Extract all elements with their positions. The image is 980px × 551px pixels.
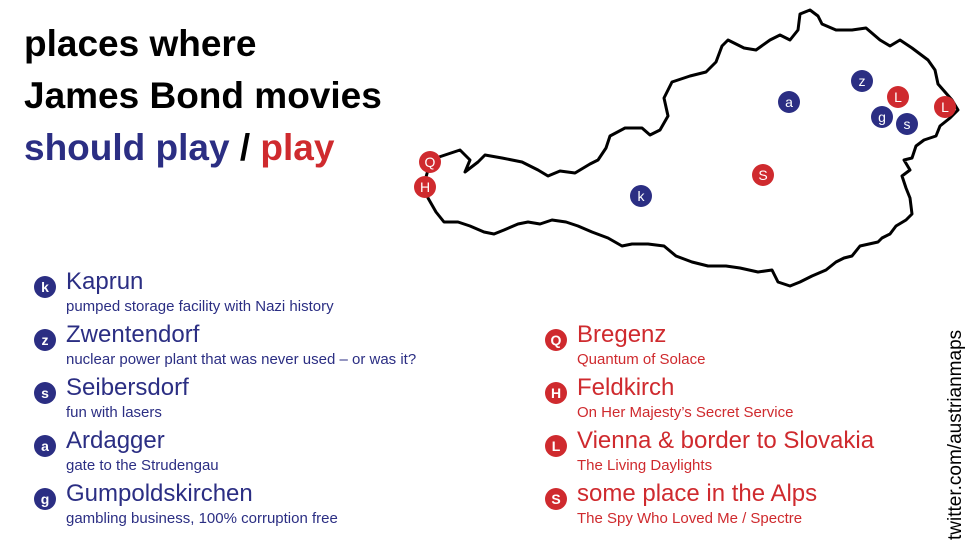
map-marker-circle [851,70,873,92]
legend-badge: k [34,276,56,298]
map-marker-s-3: s [896,113,918,135]
legend-place-name: Ardagger [66,427,165,454]
map-marker-label: S [758,167,767,183]
map-marker-circle [896,113,918,135]
legend-badge: Q [545,329,567,351]
legend-description: nuclear power plant that was never used … [66,351,417,368]
map-marker-label: Q [425,154,436,170]
legend-badge: a [34,435,56,457]
title-line-2: James Bond movies [24,75,382,116]
legend-badge: S [545,488,567,510]
legend-badge: s [34,382,56,404]
legend-place-name: Vienna & border to Slovakia [577,427,875,454]
legend-description: On Her Majesty’s Secret Service [577,404,794,421]
title-play: play [260,127,335,168]
map-marker-circle [630,185,652,207]
map-marker-a-1: a [778,91,800,113]
map-marker-circle [778,91,800,113]
title-should-play: should play [24,127,230,168]
legend-place-name: Zwentendorf [66,321,200,348]
title-line-1: places where [24,23,257,64]
map-marker-label: z [859,73,866,89]
map-marker-circle [934,96,956,118]
map-marker-circle [887,86,909,108]
legend-badge: H [545,382,567,404]
legend-place-name: Bregenz [577,321,667,348]
legend-description: fun with lasers [66,404,162,421]
legend-place-name: some place in the Alps [577,480,818,507]
legend-badge: z [34,329,56,351]
legend-badge: g [34,488,56,510]
map-marker-label: L [941,99,949,115]
title-separator: / [239,127,251,168]
map-marker-g-2: g [871,106,893,128]
map-marker-l-6: L [934,96,956,118]
map-marker-z-0: z [851,70,873,92]
legend-place-name: Gumpoldskirchen [66,480,253,507]
map-marker-label: k [638,188,646,204]
legend-place-name: Feldkirch [577,374,675,401]
map-marker-circle [414,176,436,198]
credit: twitter.com/austrianmaps [945,329,966,540]
map-marker-circle [419,151,441,173]
legend-badge: L [545,435,567,457]
map-marker-k-4: k [630,185,652,207]
map-marker-label: s [904,116,911,132]
map-marker-q-7: Q [419,151,441,173]
austria-outline [422,8,960,288]
legend-description: Quantum of Solace [577,351,706,368]
marker-layer: z a g s k L L QH S [414,70,956,207]
map-marker-circle [752,164,774,186]
legend-description: gate to the Strudengau [66,457,219,474]
map-marker-label: H [420,179,430,195]
legend-description: pumped storage facility with Nazi histor… [66,298,334,315]
legend-description: The Spy Who Loved Me / Spectre [577,510,803,527]
map-marker-circle [871,106,893,128]
map-marker-label: g [878,109,886,125]
map-title: places where James Bond movies should pl… [24,18,382,174]
map-marker-label: L [894,89,902,105]
legend-description: gambling business, 100% corruption free [66,510,338,527]
legend-place-name: Kaprun [66,268,144,295]
map-marker-label: a [785,94,793,110]
map-marker-h-8: H [414,176,436,198]
map-marker-l-5: L [887,86,909,108]
map-marker-s-9: S [752,164,774,186]
title-line-3: should play / play [24,122,382,174]
legend-place-name: Seibersdorf [66,374,189,401]
legend-description: The Living Daylights [577,457,713,474]
